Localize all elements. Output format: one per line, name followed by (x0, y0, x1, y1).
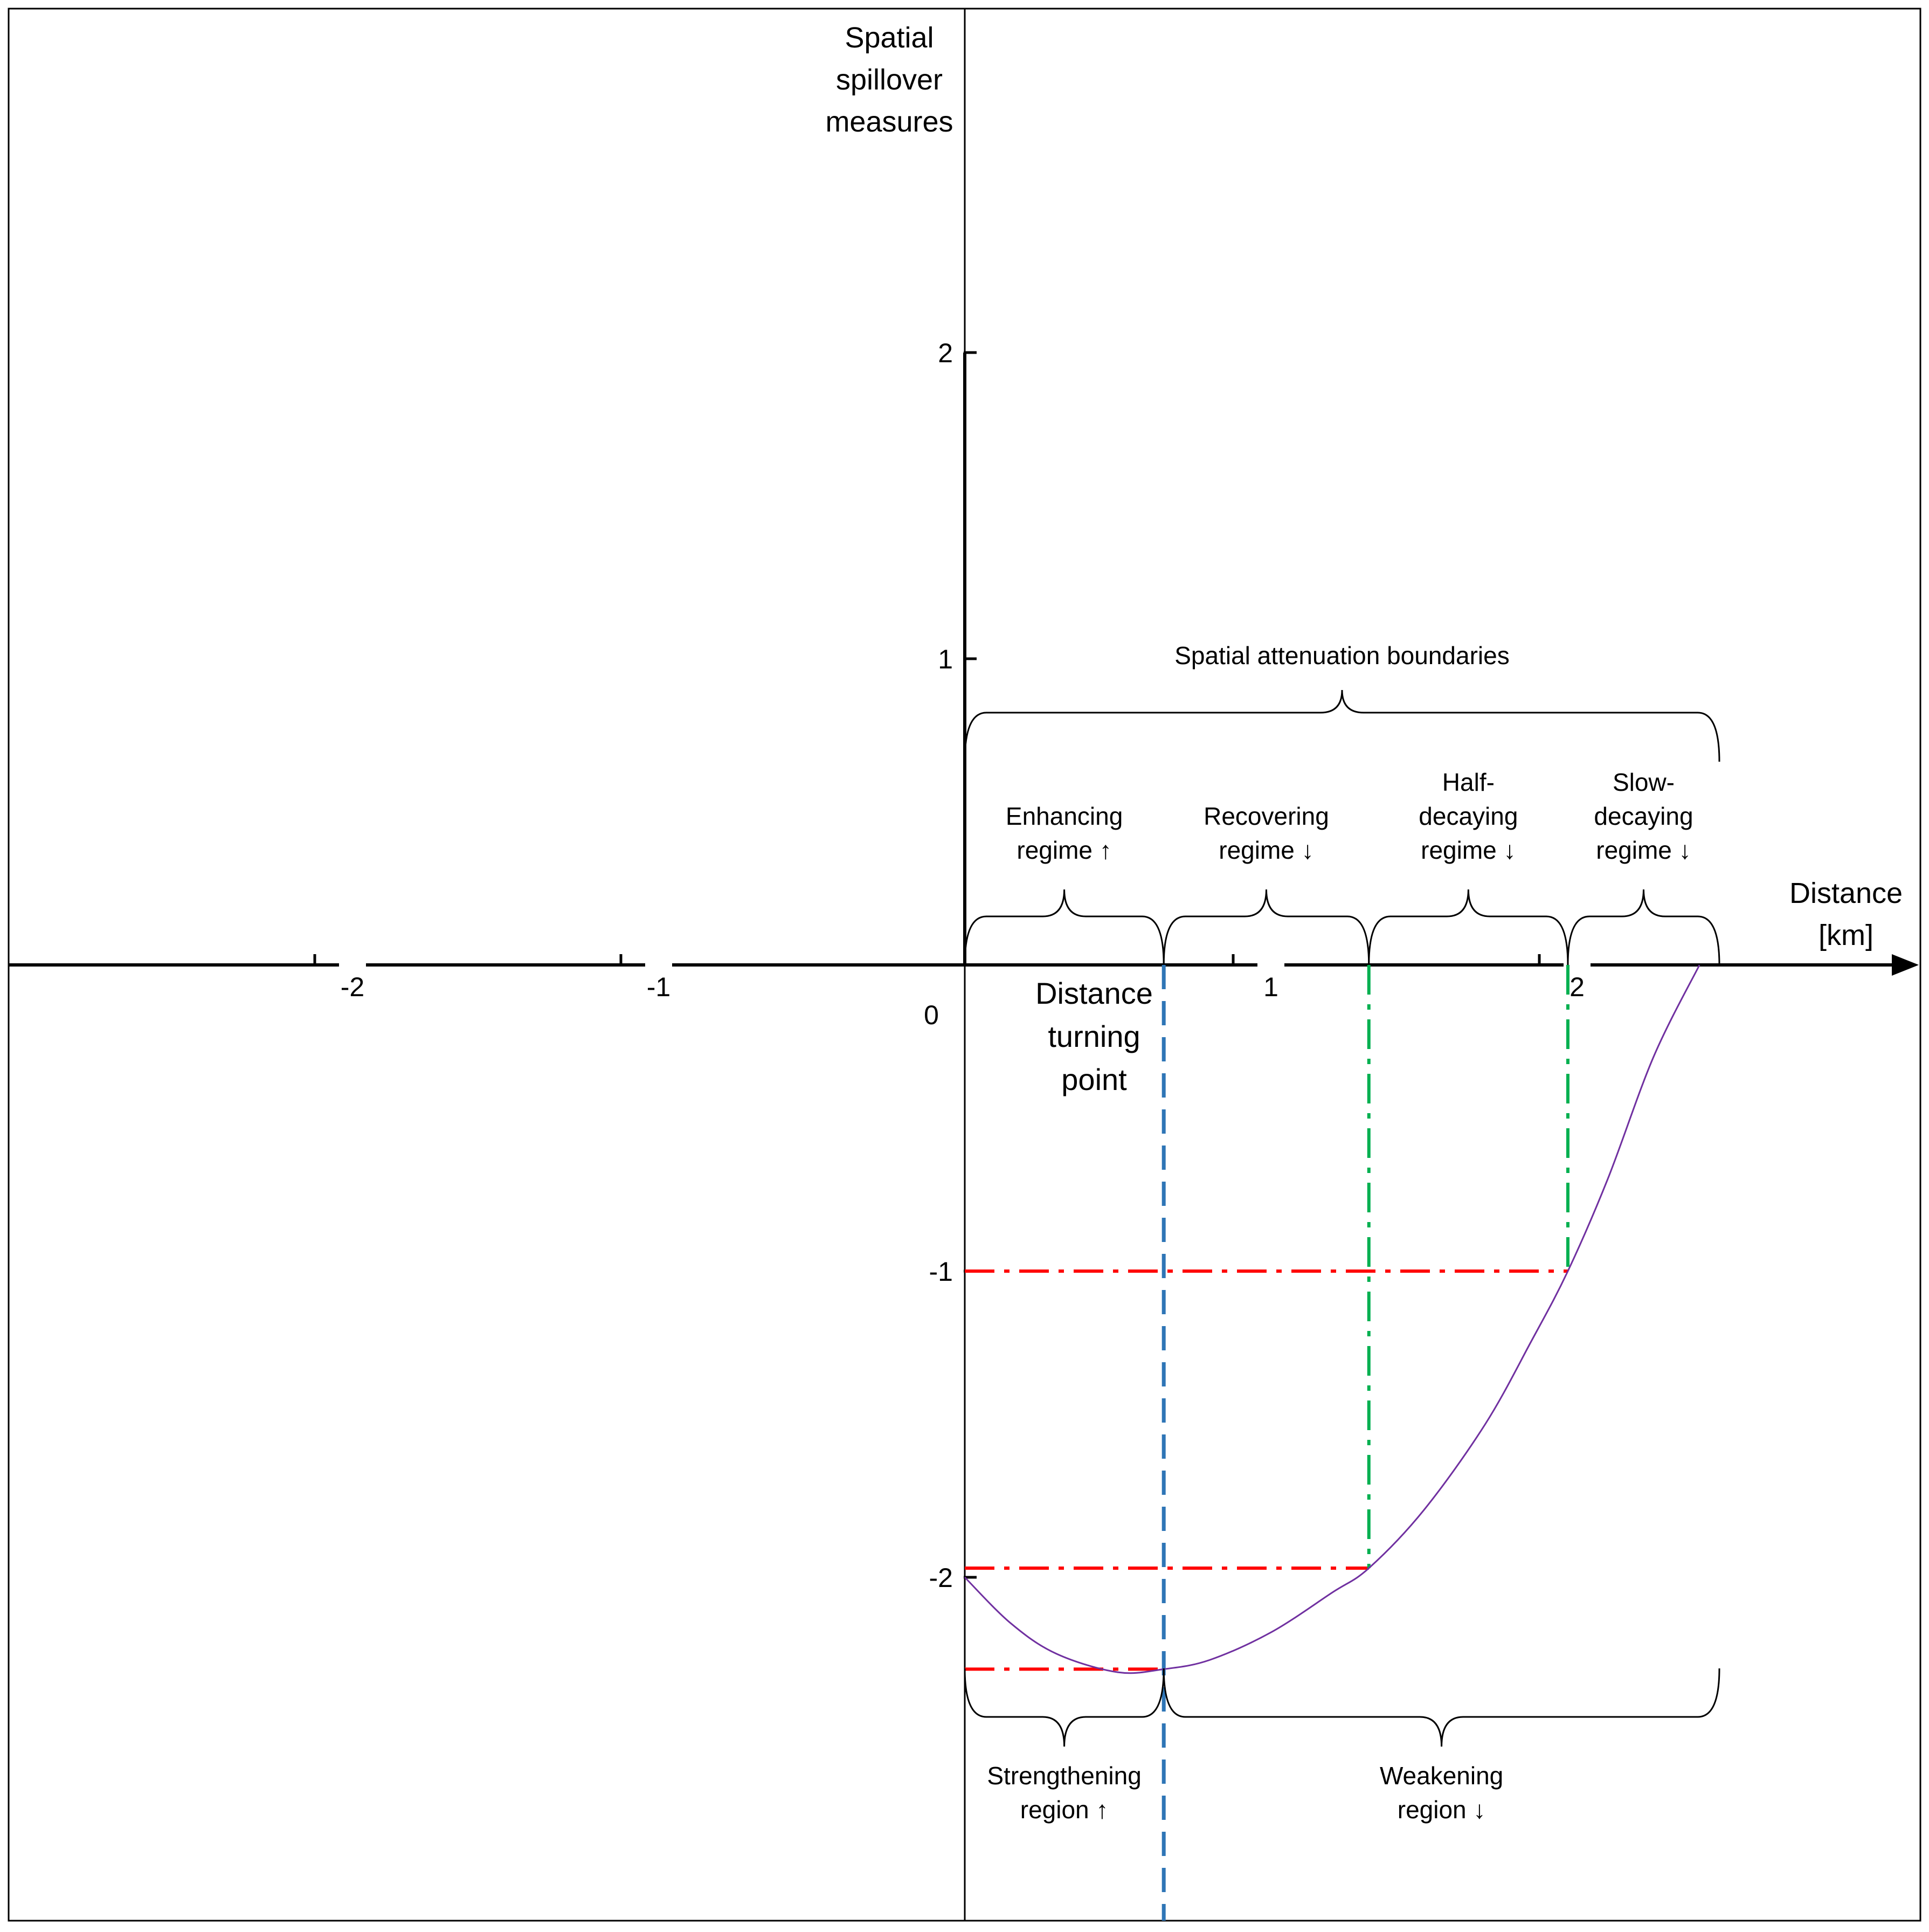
turning-point-label: turning (1048, 1019, 1140, 1053)
x-tick-gap (1564, 963, 1591, 967)
x-tick-label: -2 (341, 972, 364, 1002)
regime-label: decaying (1419, 802, 1518, 830)
regime-label: decaying (1594, 802, 1693, 830)
top-brace-label: Spatial attenuation boundaries (1174, 641, 1509, 670)
regime-brace (1368, 889, 1569, 965)
x-tick-label: -1 (647, 972, 670, 1002)
x-tick-label: 2 (1570, 972, 1585, 1002)
x-axis-title: Distance (1789, 877, 1903, 909)
regime-brace (1567, 889, 1720, 965)
y-tick-label: -1 (929, 1257, 953, 1287)
turning-point-label: point (1061, 1062, 1127, 1096)
origin-label: 0 (924, 1000, 939, 1030)
region-label: Strengthening (987, 1762, 1141, 1790)
regime-label: Slow- (1613, 768, 1675, 796)
region-label: Weakening (1380, 1762, 1503, 1790)
x-tick-label: 1 (1263, 972, 1278, 1002)
spillover-curve (964, 964, 1700, 1674)
x-tick-gap (339, 963, 366, 967)
regime-label: Half- (1442, 768, 1495, 796)
regime-label: Enhancing (1006, 802, 1123, 830)
y-axis-title: measures (825, 106, 953, 138)
y-tick-label: 1 (938, 644, 953, 674)
region-label: region ↓ (1398, 1796, 1486, 1824)
top-brace (964, 689, 1720, 762)
y-tick-label: 2 (938, 338, 953, 368)
x-axis-title: [km] (1819, 919, 1873, 951)
turning-point-label: Distance (1035, 976, 1153, 1010)
y-tick-label: -2 (929, 1563, 953, 1593)
region-label: region ↑ (1020, 1796, 1109, 1824)
y-axis-title: spillover (836, 64, 943, 96)
regime-brace (1163, 889, 1370, 965)
y-axis-title: Spatial (845, 22, 934, 54)
x-tick-gap (1257, 963, 1284, 967)
regime-brace (964, 889, 1165, 965)
x-tick-gap (645, 963, 672, 967)
region-brace (1163, 1668, 1720, 1747)
region-brace (964, 1668, 1165, 1747)
regime-label: Recovering (1204, 802, 1329, 830)
regime-label: regime ↑ (1017, 836, 1111, 864)
regime-label: regime ↓ (1421, 836, 1516, 864)
regime-label: regime ↓ (1596, 836, 1691, 864)
regime-label: regime ↓ (1219, 836, 1313, 864)
x-axis-arrow (1892, 954, 1919, 976)
